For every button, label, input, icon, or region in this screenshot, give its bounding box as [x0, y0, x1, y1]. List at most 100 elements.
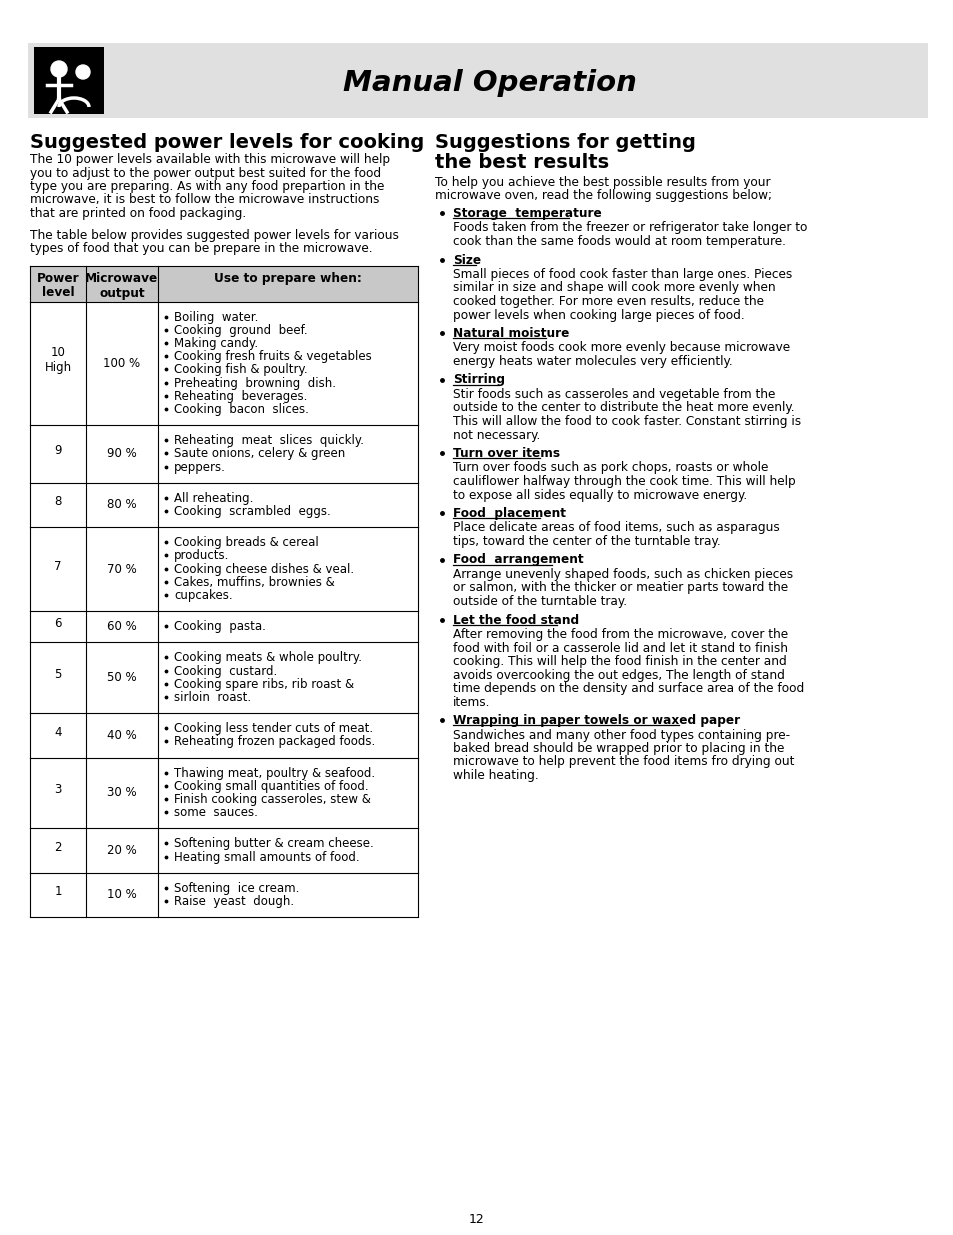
Text: Cooking meats & whole poultry.: Cooking meats & whole poultry.	[173, 651, 361, 664]
Text: cooking. This will help the food finish in the center and: cooking. This will help the food finish …	[453, 655, 786, 668]
Text: Reheating  beverages.: Reheating beverages.	[173, 390, 307, 403]
Text: Cooking  ground  beef.: Cooking ground beef.	[173, 324, 307, 337]
Text: Softening  ice cream.: Softening ice cream.	[173, 882, 299, 894]
Text: Cooking small quantities of food.: Cooking small quantities of food.	[173, 779, 368, 793]
Text: products.: products.	[173, 550, 229, 562]
Text: outside of the turntable tray.: outside of the turntable tray.	[453, 595, 626, 608]
Text: time depends on the density and surface area of the food: time depends on the density and surface …	[453, 682, 803, 695]
Text: Cooking  bacon  slices.: Cooking bacon slices.	[173, 403, 309, 416]
Text: Stirring: Stirring	[453, 373, 504, 387]
Text: that are printed on food packaging.: that are printed on food packaging.	[30, 207, 246, 220]
Text: food with foil or a casserole lid and let it stand to finish: food with foil or a casserole lid and le…	[453, 641, 787, 655]
Text: 50 %: 50 %	[107, 671, 136, 684]
Circle shape	[51, 61, 67, 77]
Text: Arrange unevenly shaped foods, such as chicken pieces: Arrange unevenly shaped foods, such as c…	[453, 568, 792, 580]
Text: Cooking  pasta.: Cooking pasta.	[173, 620, 266, 634]
Text: Suggestions for getting: Suggestions for getting	[435, 133, 695, 152]
Text: 20 %: 20 %	[107, 844, 136, 857]
Text: All reheating.: All reheating.	[173, 492, 253, 505]
Text: Manual Operation: Manual Operation	[343, 69, 637, 98]
Text: The table below provides suggested power levels for various: The table below provides suggested power…	[30, 228, 398, 242]
Text: cooked together. For more even results, reduce the: cooked together. For more even results, …	[453, 295, 763, 308]
Text: Preheating  browning  dish.: Preheating browning dish.	[173, 377, 335, 389]
Text: Finish cooking casseroles, stew &: Finish cooking casseroles, stew &	[173, 793, 371, 806]
Text: Wrapping in paper towels or waxed paper: Wrapping in paper towels or waxed paper	[453, 714, 740, 727]
Text: baked bread should be wrapped prior to placing in the: baked bread should be wrapped prior to p…	[453, 742, 783, 755]
Text: similar in size and shape will cook more evenly when: similar in size and shape will cook more…	[453, 282, 775, 294]
Text: Suggested power levels for cooking: Suggested power levels for cooking	[30, 133, 424, 152]
Text: 9: 9	[54, 445, 62, 457]
Text: 8: 8	[54, 495, 62, 509]
Text: 80 %: 80 %	[107, 499, 136, 511]
Text: type you are preparing. As with any food prepartion in the: type you are preparing. As with any food…	[30, 180, 384, 193]
Text: cupcakes.: cupcakes.	[173, 589, 233, 601]
Text: Food  arrangement: Food arrangement	[453, 553, 583, 567]
Text: cauliflower halfway through the cook time. This will help: cauliflower halfway through the cook tim…	[453, 475, 795, 488]
Text: outside to the center to distribute the heat more evenly.: outside to the center to distribute the …	[453, 401, 794, 415]
Text: Power
level: Power level	[36, 272, 79, 300]
Text: After removing the food from the microwave, cover the: After removing the food from the microwa…	[453, 629, 787, 641]
Text: Cooking spare ribs, rib roast &: Cooking spare ribs, rib roast &	[173, 678, 354, 690]
Text: tips, toward the center of the turntable tray.: tips, toward the center of the turntable…	[453, 535, 720, 548]
Text: to expose all sides equally to microwave energy.: to expose all sides equally to microwave…	[453, 489, 746, 501]
Text: The 10 power levels available with this microwave will help: The 10 power levels available with this …	[30, 153, 390, 165]
Text: Natural moisture: Natural moisture	[453, 327, 569, 340]
Text: Microwave
output: Microwave output	[85, 272, 158, 300]
Text: Heating small amounts of food.: Heating small amounts of food.	[173, 851, 359, 863]
Bar	[30, 266, 417, 301]
Text: Cooking  scrambled  eggs.: Cooking scrambled eggs.	[173, 505, 331, 517]
Text: Cooking fish & poultry.: Cooking fish & poultry.	[173, 363, 307, 377]
Text: items.: items.	[453, 695, 490, 709]
Text: Sandwiches and many other food types containing pre-: Sandwiches and many other food types con…	[453, 729, 789, 741]
Text: power levels when cooking large pieces of food.: power levels when cooking large pieces o…	[453, 309, 744, 321]
Text: not necessary.: not necessary.	[453, 429, 539, 441]
Text: Small pieces of food cook faster than large ones. Pieces: Small pieces of food cook faster than la…	[453, 268, 791, 282]
Text: Stir foods such as casseroles and vegetable from the: Stir foods such as casseroles and vegeta…	[453, 388, 775, 401]
Text: cook than the same foods would at room temperature.: cook than the same foods would at room t…	[453, 235, 785, 248]
Text: Turn over items: Turn over items	[453, 447, 559, 459]
Text: you to adjust to the power output best suited for the food: you to adjust to the power output best s…	[30, 167, 381, 179]
Text: 4: 4	[54, 726, 62, 739]
Text: 100 %: 100 %	[103, 357, 140, 369]
Text: Making candy.: Making candy.	[173, 337, 258, 350]
Text: Size: Size	[453, 253, 480, 267]
Text: 5: 5	[54, 668, 62, 682]
Text: 90 %: 90 %	[107, 447, 136, 461]
Circle shape	[76, 65, 90, 79]
Text: Reheating  meat  slices  quickly.: Reheating meat slices quickly.	[173, 433, 364, 447]
Text: Thawing meat, poultry & seafood.: Thawing meat, poultry & seafood.	[173, 767, 375, 779]
Text: 7: 7	[54, 559, 62, 573]
Text: Food  placement: Food placement	[453, 508, 565, 520]
Text: microwave, it is best to follow the microwave instructions: microwave, it is best to follow the micr…	[30, 194, 379, 206]
Text: the best results: the best results	[435, 153, 608, 172]
Text: Use to prepare when:: Use to prepare when:	[213, 272, 361, 285]
Text: 6: 6	[54, 618, 62, 630]
Text: 10
High: 10 High	[45, 346, 71, 374]
Text: 2: 2	[54, 841, 62, 853]
Text: 12: 12	[469, 1213, 484, 1226]
Text: Place delicate areas of food items, such as asparagus: Place delicate areas of food items, such…	[453, 521, 779, 535]
Text: microwave to help prevent the food items fro drying out: microwave to help prevent the food items…	[453, 756, 794, 768]
Text: types of food that you can be prepare in the microwave.: types of food that you can be prepare in…	[30, 242, 372, 254]
Bar	[28, 43, 927, 119]
Text: Raise  yeast  dough.: Raise yeast dough.	[173, 895, 294, 908]
Text: avoids overcooking the out edges, The length of stand: avoids overcooking the out edges, The le…	[453, 668, 784, 682]
Text: sirloin  roast.: sirloin roast.	[173, 690, 251, 704]
Text: To help you achieve the best possible results from your: To help you achieve the best possible re…	[435, 177, 770, 189]
Text: Softening butter & cream cheese.: Softening butter & cream cheese.	[173, 837, 374, 851]
Text: microwave oven, read the following suggestions below;: microwave oven, read the following sugge…	[435, 189, 771, 203]
Text: Cooking fresh fruits & vegetables: Cooking fresh fruits & vegetables	[173, 350, 372, 363]
Text: 70 %: 70 %	[107, 563, 136, 576]
Text: Cooking  custard.: Cooking custard.	[173, 664, 277, 678]
Bar	[34, 47, 104, 114]
Text: Boiling  water.: Boiling water.	[173, 310, 258, 324]
Text: Cooking less tender cuts of meat.: Cooking less tender cuts of meat.	[173, 722, 373, 735]
Text: 10 %: 10 %	[107, 888, 136, 902]
Text: 1: 1	[54, 885, 62, 898]
Text: Reheating frozen packaged foods.: Reheating frozen packaged foods.	[173, 735, 375, 748]
Text: Foods taken from the freezer or refrigerator take longer to: Foods taken from the freezer or refriger…	[453, 221, 806, 235]
Text: Cooking breads & cereal: Cooking breads & cereal	[173, 536, 318, 550]
Text: 40 %: 40 %	[107, 729, 136, 742]
Text: Cooking cheese dishes & veal.: Cooking cheese dishes & veal.	[173, 562, 354, 576]
Text: Let the food stand: Let the food stand	[453, 614, 578, 626]
